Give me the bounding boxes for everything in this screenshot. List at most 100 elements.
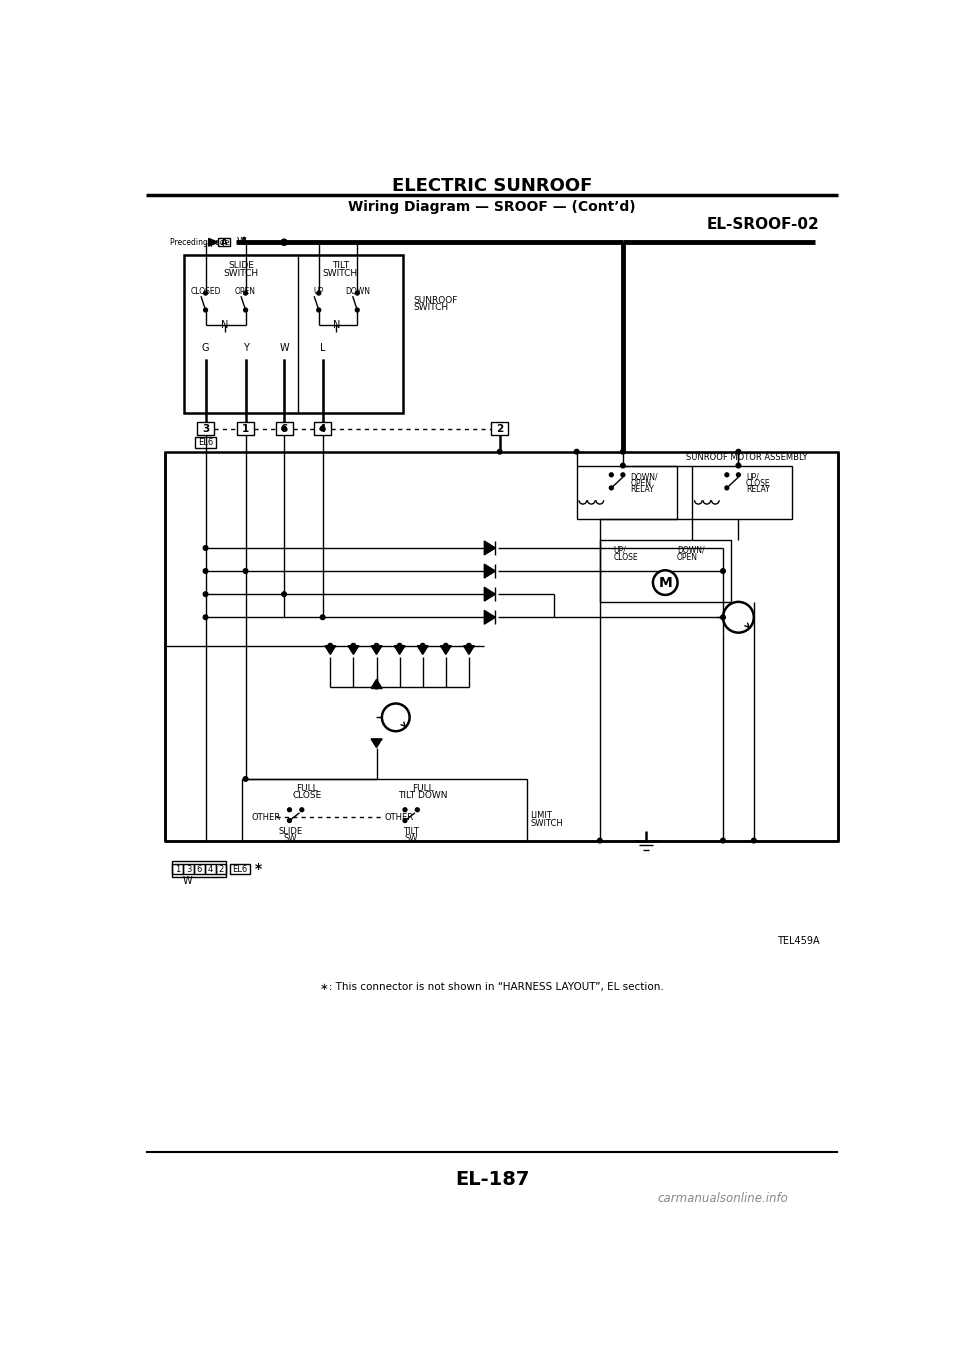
- Bar: [204, 864, 216, 875]
- Circle shape: [204, 592, 208, 596]
- Text: G: G: [202, 342, 209, 353]
- Text: SUNROOF: SUNROOF: [414, 296, 458, 304]
- Bar: [237, 422, 254, 435]
- Circle shape: [721, 569, 726, 573]
- Text: CLOSED: CLOSED: [190, 287, 221, 296]
- Circle shape: [610, 486, 613, 490]
- Text: carmanualsonline.info: carmanualsonline.info: [658, 1192, 788, 1205]
- Circle shape: [723, 602, 754, 633]
- Polygon shape: [484, 540, 495, 555]
- Text: 2: 2: [496, 424, 503, 433]
- Polygon shape: [372, 646, 382, 655]
- Bar: [197, 422, 214, 435]
- Circle shape: [204, 546, 208, 550]
- Polygon shape: [484, 564, 495, 579]
- Text: 6: 6: [280, 424, 288, 433]
- Bar: [692, 466, 792, 520]
- Circle shape: [300, 808, 303, 812]
- Circle shape: [317, 291, 321, 295]
- Text: SW: SW: [283, 834, 297, 843]
- Text: 2: 2: [218, 865, 224, 873]
- Text: SWITCH: SWITCH: [414, 303, 448, 312]
- Circle shape: [351, 644, 356, 648]
- Text: Y: Y: [243, 342, 249, 353]
- Text: OTHER: OTHER: [252, 813, 281, 822]
- Circle shape: [416, 808, 420, 812]
- Text: W: W: [279, 342, 289, 353]
- Circle shape: [288, 819, 292, 823]
- Text: L: L: [320, 342, 325, 353]
- Text: SWITCH: SWITCH: [531, 819, 564, 828]
- Circle shape: [204, 569, 208, 573]
- Text: RELAY: RELAY: [631, 485, 655, 494]
- Bar: [184, 255, 403, 413]
- Circle shape: [444, 644, 448, 648]
- Circle shape: [282, 426, 286, 430]
- Text: 3: 3: [202, 424, 209, 433]
- Polygon shape: [418, 646, 428, 655]
- Circle shape: [374, 644, 379, 648]
- Circle shape: [736, 449, 741, 454]
- Circle shape: [610, 473, 613, 477]
- Circle shape: [321, 615, 324, 619]
- Bar: [242, 779, 527, 841]
- Circle shape: [620, 449, 625, 454]
- Text: 1: 1: [242, 424, 250, 433]
- Circle shape: [467, 644, 471, 648]
- Bar: [577, 466, 677, 520]
- Text: 6: 6: [197, 865, 203, 873]
- Text: N: N: [333, 319, 340, 330]
- Circle shape: [244, 308, 248, 312]
- Text: UP/: UP/: [746, 473, 758, 482]
- Circle shape: [374, 684, 379, 689]
- Polygon shape: [372, 739, 382, 747]
- Text: TILT DOWN: TILT DOWN: [398, 792, 447, 800]
- Text: CLOSE: CLOSE: [746, 479, 771, 488]
- Circle shape: [497, 449, 502, 454]
- Text: EL-187: EL-187: [455, 1169, 529, 1188]
- Circle shape: [621, 473, 625, 477]
- Bar: [492, 422, 508, 435]
- Text: ELECTRIC SUNROOF: ELECTRIC SUNROOF: [392, 177, 592, 196]
- Text: FULL: FULL: [297, 784, 318, 793]
- Bar: [600, 540, 731, 602]
- Text: EL6: EL6: [198, 439, 213, 447]
- Text: SLIDE: SLIDE: [278, 827, 302, 835]
- Bar: [165, 452, 838, 841]
- Circle shape: [204, 308, 207, 312]
- Bar: [195, 437, 216, 448]
- Circle shape: [736, 463, 741, 469]
- Text: SUNROOF MOTOR ASSEMBLY: SUNROOF MOTOR ASSEMBLY: [686, 454, 807, 462]
- Text: W: W: [236, 238, 246, 247]
- Circle shape: [288, 808, 292, 812]
- Bar: [173, 861, 227, 877]
- Polygon shape: [208, 239, 218, 246]
- Text: SLIDE: SLIDE: [228, 261, 253, 270]
- Text: 3: 3: [186, 865, 191, 873]
- Text: A: A: [221, 238, 228, 247]
- Polygon shape: [324, 646, 336, 655]
- Text: 1: 1: [176, 865, 180, 873]
- Circle shape: [736, 473, 740, 477]
- Text: *: *: [255, 862, 262, 876]
- Bar: [276, 422, 293, 435]
- Bar: [173, 864, 183, 875]
- Bar: [183, 864, 194, 875]
- Text: ∗: This connector is not shown in “HARNESS LAYOUT”, EL section.: ∗: This connector is not shown in “HARNE…: [320, 982, 664, 991]
- Text: OPEN: OPEN: [235, 287, 256, 296]
- Text: RELAY: RELAY: [746, 485, 770, 494]
- Polygon shape: [395, 646, 405, 655]
- Circle shape: [321, 426, 324, 430]
- Circle shape: [204, 615, 208, 619]
- Polygon shape: [441, 646, 451, 655]
- Circle shape: [281, 239, 287, 246]
- Circle shape: [620, 463, 625, 469]
- Text: DOWN/: DOWN/: [677, 546, 705, 555]
- Text: M: M: [659, 576, 672, 589]
- Circle shape: [597, 838, 602, 843]
- Circle shape: [725, 486, 729, 490]
- Text: SW: SW: [404, 834, 418, 843]
- Bar: [314, 422, 331, 435]
- Text: SWITCH: SWITCH: [224, 269, 258, 277]
- Text: TILT: TILT: [403, 827, 420, 835]
